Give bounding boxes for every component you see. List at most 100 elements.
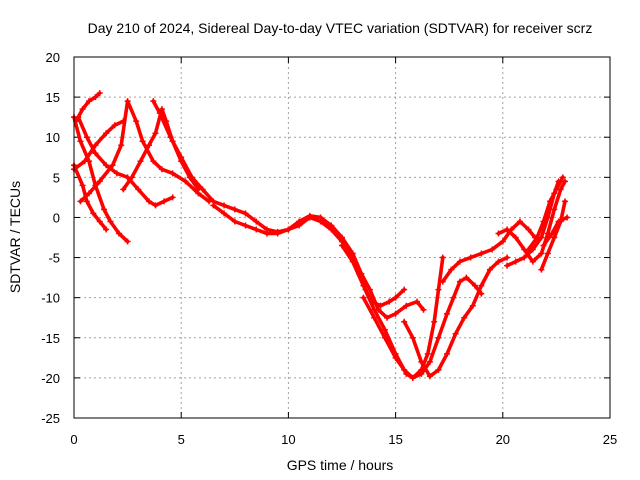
data-point — [555, 218, 562, 225]
data-point — [77, 198, 84, 205]
data-point — [461, 314, 468, 321]
x-tick-label: 0 — [70, 432, 77, 447]
data-point — [231, 206, 238, 213]
series-sat-i — [210, 202, 292, 237]
y-tick-label: -20 — [41, 371, 60, 386]
data-point — [81, 158, 88, 165]
data-point — [478, 282, 485, 289]
data-point — [83, 198, 90, 205]
data-point — [516, 218, 523, 225]
data-point — [118, 142, 125, 149]
data-point — [146, 198, 153, 205]
data-point — [384, 314, 391, 321]
series-trace — [526, 175, 565, 252]
x-tick-label: 10 — [281, 432, 295, 447]
data-point — [435, 286, 442, 293]
data-point — [435, 366, 442, 373]
data-point — [317, 214, 324, 221]
y-tick-label: 10 — [46, 130, 60, 145]
data-point — [448, 266, 455, 273]
data-point — [161, 198, 168, 205]
data-point — [158, 166, 165, 173]
data-point — [403, 302, 410, 309]
data-point — [431, 318, 438, 325]
series-sat-p — [504, 178, 562, 269]
data-point — [371, 314, 378, 321]
data-point — [90, 210, 97, 217]
data-point — [75, 114, 82, 121]
data-point — [540, 218, 547, 225]
data-point — [409, 334, 416, 341]
data-point — [561, 178, 568, 185]
data-point — [169, 170, 176, 177]
data-point — [158, 106, 165, 113]
data-point — [103, 162, 110, 169]
data-point — [540, 242, 547, 249]
data-point — [360, 282, 367, 289]
data-point — [146, 142, 153, 149]
data-point — [495, 258, 502, 265]
data-point — [242, 210, 249, 217]
series-trace — [402, 255, 509, 379]
data-point — [551, 234, 558, 241]
data-point — [444, 350, 451, 357]
data-point — [360, 294, 367, 301]
series-sat-d — [71, 118, 127, 173]
data-point — [504, 262, 511, 269]
data-point — [409, 374, 416, 381]
data-point — [263, 230, 270, 237]
data-point — [467, 254, 474, 261]
x-axis-label: GPS time / hours — [287, 457, 394, 473]
data-point — [339, 234, 345, 241]
y-tick-label: -15 — [41, 331, 60, 346]
series-sat-c — [73, 90, 103, 125]
data-point — [253, 226, 260, 233]
data-point — [116, 230, 123, 237]
data-point — [553, 186, 560, 193]
data-point — [156, 110, 163, 117]
data-point — [471, 282, 478, 289]
series-sat-m — [401, 254, 511, 380]
data-point — [152, 130, 159, 137]
data-point — [328, 222, 335, 229]
data-point — [392, 354, 399, 361]
data-point — [96, 218, 103, 225]
data-point — [79, 106, 86, 113]
data-point — [489, 246, 496, 253]
data-point — [274, 230, 281, 237]
series-trace — [340, 243, 484, 380]
series-trace — [72, 115, 130, 244]
series-sat-e — [75, 114, 176, 209]
data-point — [120, 186, 127, 193]
data-point — [551, 206, 558, 213]
data-point — [150, 158, 157, 165]
data-point — [285, 226, 292, 233]
series-sat-k — [339, 242, 485, 381]
data-point — [444, 310, 451, 317]
data-point — [512, 258, 519, 265]
data-point — [79, 182, 86, 189]
data-point — [231, 218, 238, 225]
data-point — [124, 98, 131, 105]
data-point — [210, 202, 217, 209]
data-point — [366, 286, 373, 293]
data-point — [296, 218, 303, 225]
x-tick-label: 25 — [603, 432, 617, 447]
series-sat-n — [439, 218, 538, 285]
data-point — [469, 302, 476, 309]
data-point — [306, 212, 313, 219]
data-point — [381, 326, 388, 333]
data-point — [86, 98, 93, 105]
series-sat-j — [285, 212, 427, 321]
data-point — [199, 186, 206, 193]
data-point — [83, 134, 90, 141]
data-point — [499, 238, 506, 245]
data-point — [221, 210, 228, 217]
data-point — [401, 286, 408, 293]
data-point — [77, 138, 84, 145]
data-point — [418, 366, 425, 373]
data-point — [538, 250, 545, 257]
plot-frame — [73, 56, 611, 419]
data-point — [424, 350, 431, 357]
